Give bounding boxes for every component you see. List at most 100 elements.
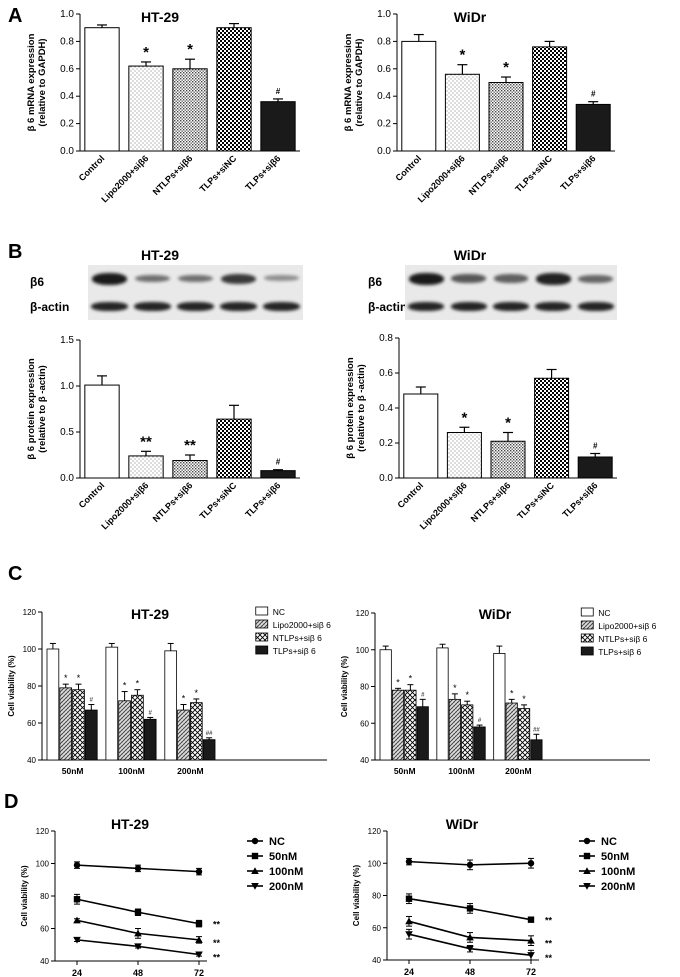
- x-tick-label: 72: [526, 967, 536, 977]
- x-tick-label: TLPs+siNC: [198, 480, 239, 521]
- legend-label: TLPs+siβ 6: [273, 646, 316, 656]
- significance-mark: *: [396, 677, 400, 687]
- x-tick-label: NTLPs+siβ6: [151, 480, 195, 524]
- y-tick-label: 1.0: [377, 9, 391, 20]
- x-tick-label: TLPs+siNC: [198, 153, 239, 194]
- y-tick-label: 0.8: [377, 36, 391, 47]
- y-tick-label: 0.0: [60, 146, 74, 157]
- x-tick-label: 48: [133, 968, 143, 977]
- y-tick-label: 0.8: [60, 36, 74, 47]
- blot-band-control: [408, 302, 445, 311]
- significance-mark: #: [276, 87, 281, 96]
- x-tick-label: Lipo2000+siβ6: [99, 480, 150, 531]
- y-tick-label: 1.5: [60, 335, 74, 346]
- bar: [260, 470, 296, 479]
- y-axis-label: Cell viability (%): [7, 655, 16, 717]
- marker-square: [134, 909, 142, 916]
- x-tick-label: Control: [396, 480, 426, 510]
- y-tick-label: 0.2: [379, 438, 393, 449]
- y-tick-label: 120: [356, 609, 370, 618]
- marker-triangle-down: [405, 931, 413, 938]
- significance-mark: *: [461, 409, 467, 426]
- y-tick-label: 0.5: [60, 427, 74, 438]
- y-tick-label: 100: [36, 860, 50, 869]
- chart-d-widr: WiDr Cell viability (%) 40 60 80 100 120 24 48 72…: [352, 816, 635, 977]
- panel-label-d: D: [4, 791, 18, 813]
- y-tick-label: 60: [40, 925, 49, 934]
- y-axis-label: Cell viability (%): [352, 864, 361, 926]
- significance-mark: *: [195, 688, 199, 698]
- marker-circle: [251, 837, 259, 845]
- x-tick-label: TLPs+siNC: [513, 153, 554, 194]
- x-tick-label: NTLPs+siβ6: [151, 153, 195, 197]
- significance-mark: **: [140, 433, 152, 450]
- y-axis-label: Cell viability (%): [340, 655, 349, 717]
- chart-c-ht-29: HT-29 Cell viability (%) 40 60 80 100 120 * * #50…: [7, 606, 331, 776]
- chart-c-widr: WiDr Cell viability (%) 40 60 80 100 120 * * #50n…: [340, 606, 657, 776]
- marker-triangle-down: [195, 951, 203, 959]
- legend-label: NTLPs+siβ 6: [273, 633, 322, 643]
- legend-label: 200nM: [269, 881, 303, 893]
- legend-label: NTLPs+siβ 6: [598, 634, 647, 644]
- legend-label: 100nM: [601, 866, 635, 878]
- panel-label-c: C: [8, 563, 22, 585]
- y-axis-label: Cell viability (%): [20, 865, 29, 927]
- marker-triangle-up: [583, 867, 591, 874]
- marker-circle: [405, 858, 413, 865]
- blot-band-target: [578, 274, 614, 283]
- significance-mark: *: [465, 690, 469, 700]
- legend-label: 200nM: [601, 881, 635, 893]
- significance-mark: *: [64, 673, 68, 683]
- bar: [59, 687, 73, 761]
- y-tick-label: 60: [27, 719, 36, 728]
- marker-circle: [583, 837, 591, 845]
- legend-label: NC: [598, 608, 610, 618]
- blot-band-control: [220, 302, 257, 311]
- significance-mark: *: [503, 59, 509, 76]
- bar: [260, 101, 296, 152]
- blot-label-control-ht29: β-actin: [30, 300, 70, 314]
- marker-triangle-down: [251, 883, 259, 890]
- legend-swatch: [255, 632, 269, 642]
- marker-triangle-up: [466, 933, 474, 941]
- legend-swatch: [580, 646, 594, 656]
- x-tick-label: 100nM: [118, 766, 144, 776]
- blot-band-target: [91, 273, 128, 285]
- western-blot-ht29: [88, 265, 303, 320]
- x-tick-label: Lipo2000+siβ6: [416, 153, 467, 204]
- bar: [446, 432, 482, 479]
- y-tick-label: 40: [372, 956, 381, 965]
- legend-label: TLPs+siβ 6: [598, 647, 641, 657]
- chart-d-ht-29: HT-29 Cell viability (%) 40 60 80 100 120 24 48 7…: [20, 816, 303, 977]
- significance-mark: #: [591, 90, 596, 99]
- x-tick-label: Lipo2000+siβ6: [99, 153, 150, 204]
- blot-band-target: [451, 274, 486, 283]
- chart-title: HT-29: [131, 606, 169, 622]
- significance-mark: #: [421, 692, 425, 698]
- blot-band-control: [91, 302, 128, 311]
- bar: [401, 40, 437, 152]
- y-tick-label: 100: [23, 645, 37, 654]
- y-axis-label-line2: (relative to β -actin): [356, 364, 367, 452]
- significance-mark: *: [505, 415, 511, 432]
- marker-square: [195, 920, 203, 927]
- bar: [105, 646, 119, 761]
- y-axis-label-line1: β 6 mRNA expression: [26, 33, 37, 131]
- bar: [164, 650, 178, 761]
- significance-mark: ##: [533, 727, 540, 733]
- y-tick-label: 1.0: [60, 9, 74, 20]
- bar: [530, 739, 543, 761]
- y-tick-label: 40: [40, 957, 49, 966]
- significance-mark: *: [77, 673, 81, 683]
- y-tick-label: 80: [40, 892, 49, 901]
- marker-triangle-down: [466, 945, 474, 953]
- y-tick-label: 0.0: [379, 473, 393, 484]
- x-tick-label: TLPs+siNC: [515, 480, 556, 521]
- blot-band-control: [577, 302, 614, 311]
- legend-label: 100nM: [269, 866, 303, 878]
- significance-mark: *: [453, 683, 457, 693]
- blot-band-target: [134, 274, 171, 283]
- bar: [131, 694, 144, 761]
- y-axis-label-line2: (relative to GAPDH): [37, 38, 48, 126]
